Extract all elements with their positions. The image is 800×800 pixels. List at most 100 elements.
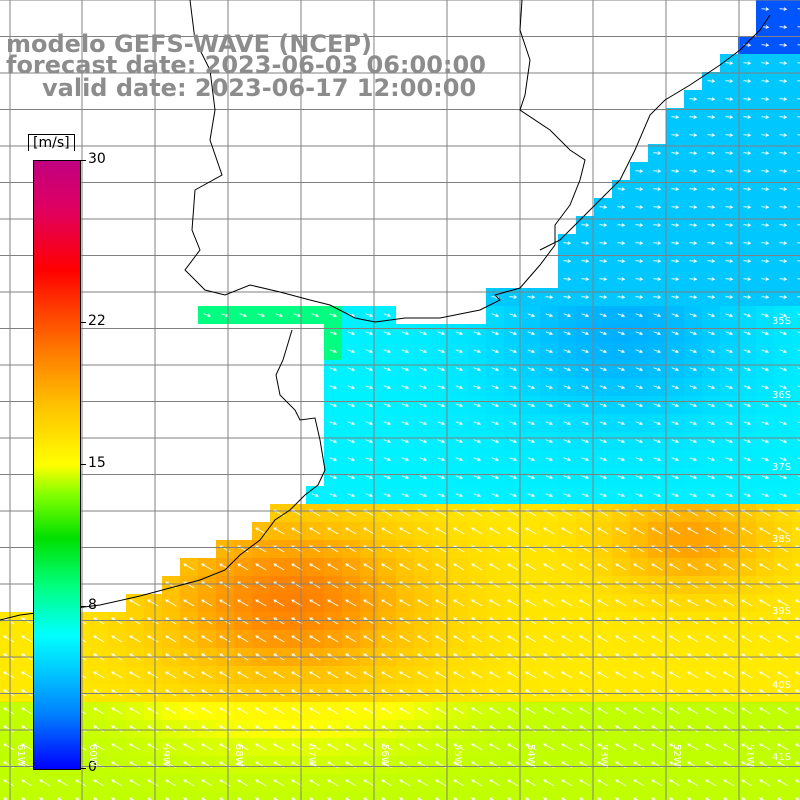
wind-arrow [761, 385, 770, 390]
wind-arrow [165, 707, 177, 715]
wind-arrow [741, 527, 753, 535]
colorbar-tick [80, 160, 86, 161]
wind-arrow [473, 439, 482, 444]
wind-arrow [671, 367, 680, 372]
wind-arrow [743, 421, 752, 426]
wind-arrow [455, 403, 464, 408]
wind-arrow [597, 725, 609, 733]
wind-arrow [201, 563, 213, 571]
wind-speed-cell [792, 234, 800, 252]
wind-arrow [3, 779, 15, 787]
wind-arrow [183, 671, 195, 679]
wind-arrow [797, 224, 800, 226]
wind-arrow [327, 599, 339, 607]
wind-arrow [797, 62, 800, 64]
wind-arrow [363, 599, 375, 607]
wind-arrow [795, 761, 800, 765]
wind-arrow [309, 635, 321, 643]
colorbar-units: [m/s] [28, 134, 75, 151]
wind-arrow [725, 115, 734, 119]
wind-arrow [435, 635, 447, 643]
wind-speed-cell [792, 594, 800, 612]
wind-arrow [617, 403, 626, 408]
wind-arrow [255, 599, 267, 607]
wind-speed-cell [432, 792, 450, 800]
wind-arrow [779, 7, 788, 11]
wind-arrow [671, 223, 680, 227]
wind-arrow [311, 313, 320, 318]
wind-arrow [759, 671, 771, 679]
wind-arrow [617, 457, 626, 462]
wind-arrow [725, 241, 734, 245]
wind-arrow [725, 205, 734, 209]
wind-arrow [147, 779, 159, 787]
colorbar-tick [80, 768, 86, 769]
wind-arrow [671, 259, 680, 263]
wind-arrow [797, 475, 800, 478]
wind-arrow [545, 349, 554, 354]
latitude-label: 40S [772, 680, 792, 691]
wind-arrow [707, 187, 716, 191]
wind-arrow [689, 151, 698, 155]
wind-arrow [473, 457, 482, 462]
wind-arrow [453, 671, 465, 679]
wind-speed-cell [792, 198, 800, 216]
longitude-label: 54W [525, 744, 536, 767]
wind-arrow [617, 295, 626, 299]
wind-arrow [381, 779, 393, 787]
wind-arrow [347, 385, 356, 390]
wind-arrow [759, 635, 771, 643]
wind-arrow [797, 493, 800, 496]
wind-arrow [599, 331, 608, 336]
wind-arrow [761, 367, 770, 372]
wind-arrow [617, 421, 626, 426]
wind-arrow [147, 743, 159, 751]
wind-arrow [761, 241, 770, 245]
wind-arrow [21, 779, 33, 787]
wind-arrow [291, 707, 303, 715]
wind-speed-cell [792, 18, 800, 36]
wind-arrow [599, 241, 608, 245]
wind-arrow [147, 635, 159, 643]
wind-arrow [705, 743, 717, 751]
wind-speed-cell [144, 792, 162, 800]
wind-arrow [761, 295, 770, 299]
wind-arrow [689, 421, 698, 426]
wind-arrow [525, 725, 537, 733]
wind-arrow [797, 313, 800, 316]
wind-arrow [761, 7, 770, 11]
wind-arrow [651, 707, 663, 715]
wind-arrow [507, 599, 519, 607]
wind-arrow [309, 671, 321, 679]
wind-arrow [563, 259, 572, 263]
wind-arrow [723, 671, 735, 679]
wind-arrow [633, 635, 645, 643]
wind-arrow [203, 313, 212, 318]
wind-arrow [653, 349, 662, 354]
wind-arrow [183, 779, 195, 787]
wind-arrow [779, 493, 788, 498]
wind-arrow [761, 277, 770, 281]
wind-arrow [633, 725, 645, 733]
wind-arrow [365, 367, 374, 372]
wind-arrow [635, 331, 644, 336]
wind-arrow [147, 707, 159, 715]
wind-arrow [273, 527, 285, 535]
wind-arrow [797, 134, 800, 136]
wind-arrow [401, 439, 410, 444]
wind-arrow [707, 403, 716, 408]
wind-arrow [417, 563, 429, 571]
wind-arrow [365, 421, 374, 426]
wind-arrow [635, 205, 644, 209]
wind-arrow [653, 169, 662, 173]
wind-arrow [741, 725, 753, 733]
wind-arrow [779, 331, 788, 336]
wind-arrow [563, 439, 572, 444]
wind-arrow [653, 151, 662, 155]
wind-arrow [419, 367, 428, 372]
wind-arrow [797, 278, 800, 280]
colorbar-tick-label: 8 [88, 596, 97, 613]
wind-arrow [327, 635, 339, 643]
wind-arrow [761, 133, 770, 137]
colorbar-tick-label: 0 [88, 759, 97, 775]
